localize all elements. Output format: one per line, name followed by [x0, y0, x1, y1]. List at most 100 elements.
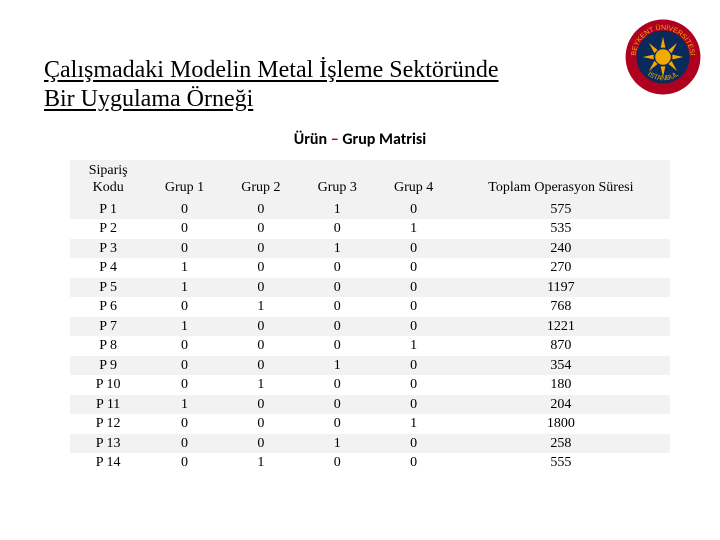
table-cell: 1	[223, 453, 299, 473]
table-cell: 1	[375, 414, 451, 434]
table-cell: 180	[452, 375, 670, 395]
table-cell: 0	[223, 317, 299, 337]
table-cell: P 8	[70, 336, 146, 356]
table-cell: 0	[375, 395, 451, 415]
table-row: P 60100768	[70, 297, 670, 317]
table-cell: P 11	[70, 395, 146, 415]
subtitle-dash: –	[331, 130, 343, 149]
table-cell: 240	[452, 239, 670, 259]
col-header-g2: Grup 2	[223, 160, 299, 200]
table-cell: 0	[223, 356, 299, 376]
table-cell: 0	[299, 336, 375, 356]
table-row: P 90010354	[70, 356, 670, 376]
table-row: P 111000204	[70, 395, 670, 415]
table-cell: 0	[375, 258, 451, 278]
table-cell: 1	[146, 258, 222, 278]
table-cell: P 6	[70, 297, 146, 317]
table-cell: 1197	[452, 278, 670, 298]
subtitle-left: Ürün	[294, 130, 331, 149]
table-cell: 1	[223, 375, 299, 395]
table-cell: 0	[375, 200, 451, 220]
table-cell: 258	[452, 434, 670, 454]
table-cell: 535	[452, 219, 670, 239]
table-cell: P 14	[70, 453, 146, 473]
table-row: P 1200011800	[70, 414, 670, 434]
table-cell: 555	[452, 453, 670, 473]
table-cell: P 7	[70, 317, 146, 337]
table-cell: 1	[375, 219, 451, 239]
university-logo: BEYKENT ÜNİVERSİTESİ İSTANBUL	[624, 18, 702, 96]
table-cell: 0	[299, 317, 375, 337]
table-cell: 1	[299, 200, 375, 220]
matrix-table-wrap: Sipariş Kodu Grup 1 Grup 2 Grup 3 Grup 4…	[70, 160, 670, 473]
table-cell: 0	[146, 219, 222, 239]
table-header-row: Sipariş Kodu Grup 1 Grup 2 Grup 3 Grup 4…	[70, 160, 670, 200]
title-line-1: Çalışmadaki Modelin Metal İşleme Sektörü…	[44, 57, 499, 83]
table-cell: 0	[375, 356, 451, 376]
table-cell: 768	[452, 297, 670, 317]
subtitle-right: Grup Matrisi	[342, 130, 426, 149]
table-row: P 130010258	[70, 434, 670, 454]
table-cell: 0	[223, 336, 299, 356]
table-cell: 0	[375, 434, 451, 454]
table-cell: 0	[299, 453, 375, 473]
table-cell: 0	[299, 278, 375, 298]
table-cell: 0	[299, 414, 375, 434]
table-cell: 0	[146, 200, 222, 220]
col-header-code: Sipariş Kodu	[70, 160, 146, 200]
table-cell: 1800	[452, 414, 670, 434]
table-cell: 0	[299, 297, 375, 317]
table-cell: 1	[299, 356, 375, 376]
table-cell: 575	[452, 200, 670, 220]
col-header-total: Toplam Operasyon Süresi	[452, 160, 670, 200]
table-cell: 1	[146, 395, 222, 415]
table-cell: 0	[223, 200, 299, 220]
table-cell: 0	[299, 375, 375, 395]
col-header-g1: Grup 1	[146, 160, 222, 200]
table-cell: 0	[146, 336, 222, 356]
table-cell: 0	[223, 434, 299, 454]
table-cell: P 4	[70, 258, 146, 278]
table-row: P 10010575	[70, 200, 670, 220]
matrix-table: Sipariş Kodu Grup 1 Grup 2 Grup 3 Grup 4…	[70, 160, 670, 473]
table-cell: 0	[375, 453, 451, 473]
table-cell: 0	[375, 278, 451, 298]
table-row: P 20001535	[70, 219, 670, 239]
table-cell: 1	[375, 336, 451, 356]
page-title: Çalışmadaki Modelin Metal İşleme Sektörü…	[44, 56, 584, 114]
table-cell: 0	[146, 356, 222, 376]
table-subtitle: Ürün – Grup Matrisi	[0, 130, 720, 149]
table-cell: 204	[452, 395, 670, 415]
table-cell: 1	[299, 239, 375, 259]
table-cell: P 13	[70, 434, 146, 454]
table-cell: 0	[223, 414, 299, 434]
table-cell: 354	[452, 356, 670, 376]
title-line-2: Bir Uygulama Örneği	[44, 86, 253, 112]
table-cell: 0	[146, 239, 222, 259]
table-cell: 0	[223, 395, 299, 415]
table-cell: 1	[146, 278, 222, 298]
table-row: P 80001870	[70, 336, 670, 356]
table-body: P 10010575P 20001535P 30010240P 41000270…	[70, 200, 670, 473]
table-cell: 0	[223, 239, 299, 259]
table-cell: 0	[146, 434, 222, 454]
table-cell: P 12	[70, 414, 146, 434]
table-cell: 0	[375, 317, 451, 337]
col-header-g4: Grup 4	[375, 160, 451, 200]
table-cell: 870	[452, 336, 670, 356]
table-cell: 1	[223, 297, 299, 317]
table-cell: P 1	[70, 200, 146, 220]
table-cell: 1	[146, 317, 222, 337]
table-cell: 0	[375, 239, 451, 259]
table-row: P 710001221	[70, 317, 670, 337]
table-cell: P 3	[70, 239, 146, 259]
table-cell: 1	[299, 434, 375, 454]
table-cell: P 9	[70, 356, 146, 376]
table-cell: P 5	[70, 278, 146, 298]
table-row: P 30010240	[70, 239, 670, 259]
table-cell: 0	[299, 258, 375, 278]
table-cell: 0	[375, 297, 451, 317]
table-cell: 0	[146, 453, 222, 473]
table-cell: 0	[223, 278, 299, 298]
table-cell: 0	[299, 219, 375, 239]
